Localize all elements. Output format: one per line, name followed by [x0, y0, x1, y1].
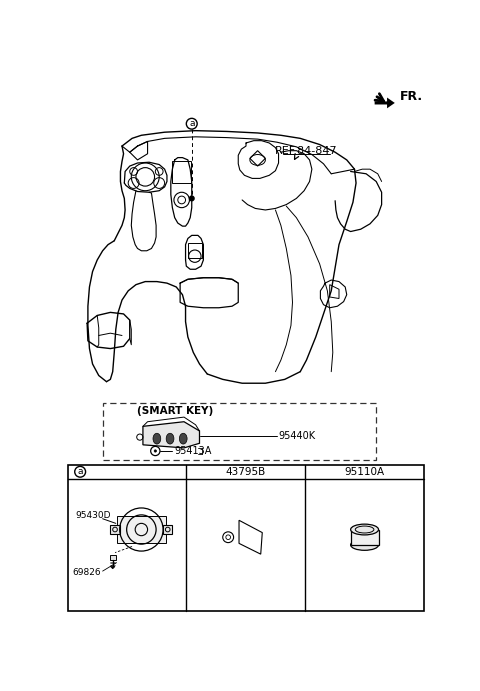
Bar: [172, 162, 191, 183]
Circle shape: [154, 450, 156, 452]
Bar: [103, 404, 376, 460]
Ellipse shape: [350, 524, 379, 535]
Ellipse shape: [180, 433, 187, 444]
Text: 69826: 69826: [72, 568, 101, 577]
Polygon shape: [163, 525, 172, 534]
Text: 95413A: 95413A: [174, 446, 211, 456]
Polygon shape: [143, 422, 200, 448]
Bar: [350, 529, 379, 545]
Text: 95110A: 95110A: [345, 466, 384, 477]
Text: 95440K: 95440K: [278, 430, 316, 441]
Text: a: a: [189, 120, 194, 129]
Text: REF.84-847: REF.84-847: [275, 146, 338, 155]
Text: 43795B: 43795B: [225, 466, 265, 477]
Polygon shape: [110, 567, 115, 569]
Bar: [68, 465, 424, 611]
Ellipse shape: [153, 433, 161, 444]
Ellipse shape: [350, 540, 379, 550]
Polygon shape: [375, 97, 395, 108]
Text: FR.: FR.: [399, 91, 422, 103]
Polygon shape: [117, 515, 166, 543]
Text: a: a: [77, 467, 83, 476]
Polygon shape: [109, 555, 116, 560]
Text: 95430D: 95430D: [75, 511, 111, 520]
Text: (SMART KEY): (SMART KEY): [137, 406, 213, 416]
Ellipse shape: [166, 433, 174, 444]
Polygon shape: [110, 525, 120, 534]
Circle shape: [190, 196, 194, 200]
Bar: [188, 243, 202, 258]
